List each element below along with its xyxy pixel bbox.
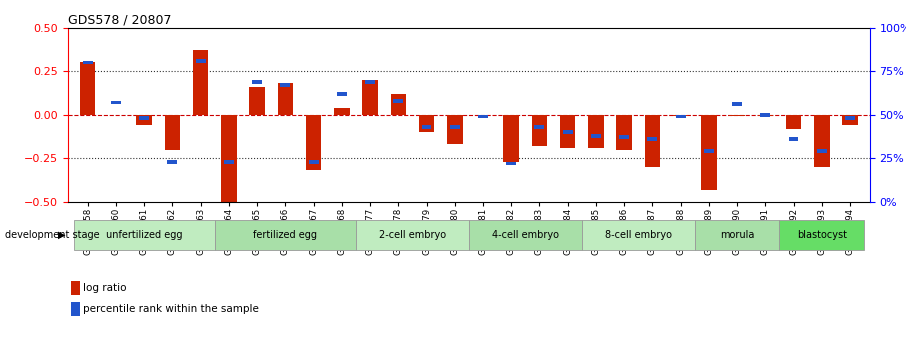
Bar: [140, 116, 149, 120]
Bar: [82, 60, 92, 65]
Bar: [532, 115, 547, 146]
Bar: [193, 50, 208, 115]
Bar: [137, 115, 152, 125]
Bar: [648, 137, 658, 141]
Bar: [421, 125, 431, 129]
Text: GDS578 / 20807: GDS578 / 20807: [68, 13, 171, 27]
Bar: [591, 134, 601, 138]
Bar: [704, 149, 714, 153]
Bar: [788, 137, 798, 141]
Bar: [337, 92, 347, 96]
FancyBboxPatch shape: [356, 220, 469, 250]
Bar: [249, 87, 265, 115]
Bar: [729, 115, 745, 117]
Bar: [535, 125, 545, 129]
Text: 2-cell embryo: 2-cell embryo: [379, 230, 446, 239]
Bar: [334, 108, 350, 115]
Bar: [616, 115, 631, 150]
Bar: [760, 113, 770, 117]
Bar: [644, 115, 660, 167]
FancyBboxPatch shape: [582, 220, 695, 250]
Bar: [560, 115, 575, 148]
Text: blastocyst: blastocyst: [796, 230, 847, 239]
Bar: [196, 59, 206, 63]
Bar: [478, 115, 488, 118]
Bar: [619, 136, 629, 139]
FancyBboxPatch shape: [779, 220, 864, 250]
Bar: [280, 83, 290, 87]
FancyBboxPatch shape: [469, 220, 582, 250]
Bar: [814, 115, 830, 167]
Bar: [221, 115, 236, 202]
Bar: [563, 130, 573, 134]
Bar: [168, 160, 178, 164]
Text: morula: morula: [720, 230, 755, 239]
Text: unfertilized egg: unfertilized egg: [106, 230, 182, 239]
Bar: [393, 99, 403, 103]
Bar: [447, 115, 462, 144]
Text: development stage: development stage: [5, 230, 99, 239]
Bar: [224, 160, 234, 164]
Bar: [252, 80, 262, 83]
Bar: [701, 115, 717, 190]
Text: 4-cell embryo: 4-cell embryo: [492, 230, 559, 239]
Bar: [390, 94, 406, 115]
Bar: [845, 116, 855, 120]
Bar: [504, 115, 519, 162]
FancyBboxPatch shape: [73, 220, 215, 250]
Bar: [111, 101, 120, 105]
Bar: [676, 115, 686, 118]
Bar: [165, 115, 180, 150]
Text: 8-cell embryo: 8-cell embryo: [604, 230, 671, 239]
Bar: [843, 115, 858, 125]
Bar: [309, 160, 319, 164]
Bar: [588, 115, 603, 148]
Bar: [80, 62, 95, 115]
Bar: [817, 149, 826, 153]
Bar: [365, 80, 375, 83]
Bar: [362, 80, 378, 115]
Bar: [506, 161, 516, 165]
Text: percentile rank within the sample: percentile rank within the sample: [83, 304, 259, 314]
Bar: [306, 115, 322, 170]
Text: ▶: ▶: [58, 230, 65, 239]
Bar: [277, 83, 294, 115]
Bar: [449, 125, 459, 129]
Bar: [673, 115, 689, 117]
Bar: [757, 115, 773, 117]
FancyBboxPatch shape: [695, 220, 779, 250]
Text: fertilized egg: fertilized egg: [254, 230, 317, 239]
FancyBboxPatch shape: [215, 220, 356, 250]
Bar: [419, 115, 434, 132]
Bar: [786, 115, 801, 129]
Text: log ratio: log ratio: [83, 283, 127, 293]
Bar: [732, 102, 742, 106]
